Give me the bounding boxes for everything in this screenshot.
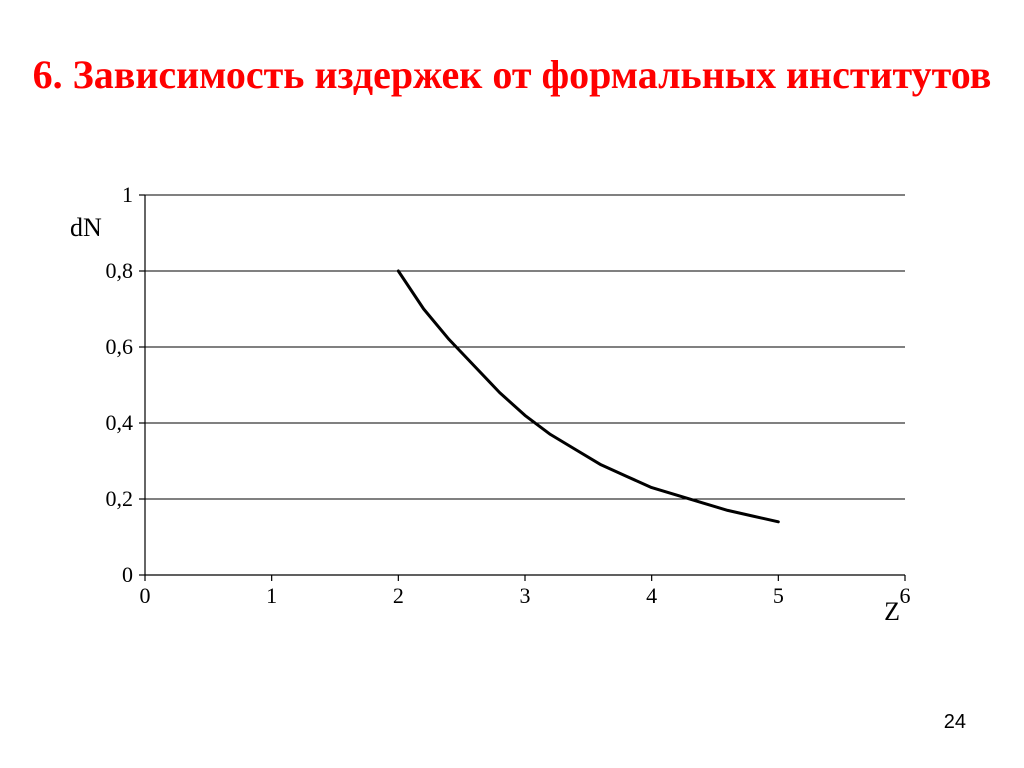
page-number: 24 (944, 711, 966, 734)
slide: 6. Зависимость издержек от формальных ин… (0, 0, 1024, 768)
svg-text:4: 4 (646, 583, 657, 608)
svg-text:0,8: 0,8 (106, 258, 134, 283)
svg-text:0,6: 0,6 (106, 334, 134, 359)
x-axis-title: Z (884, 597, 900, 627)
svg-text:0: 0 (140, 583, 151, 608)
svg-text:6: 6 (900, 583, 911, 608)
y-axis-title: dN (70, 213, 102, 243)
svg-text:5: 5 (773, 583, 784, 608)
svg-text:2: 2 (393, 583, 404, 608)
chart-container: dN 0 0,2 0,4 0,6 0,8 1 0 1 2 3 4 5 6 Z (55, 175, 935, 635)
svg-text:3: 3 (520, 583, 531, 608)
svg-text:1: 1 (266, 583, 277, 608)
svg-text:0,4: 0,4 (106, 410, 134, 435)
svg-text:0: 0 (122, 562, 133, 587)
svg-text:0,2: 0,2 (106, 486, 134, 511)
slide-title: 6. Зависимость издержек от формальных ин… (0, 53, 1024, 97)
svg-text:1: 1 (122, 182, 133, 207)
chart-svg: 0 0,2 0,4 0,6 0,8 1 0 1 2 3 4 5 6 (55, 175, 935, 635)
